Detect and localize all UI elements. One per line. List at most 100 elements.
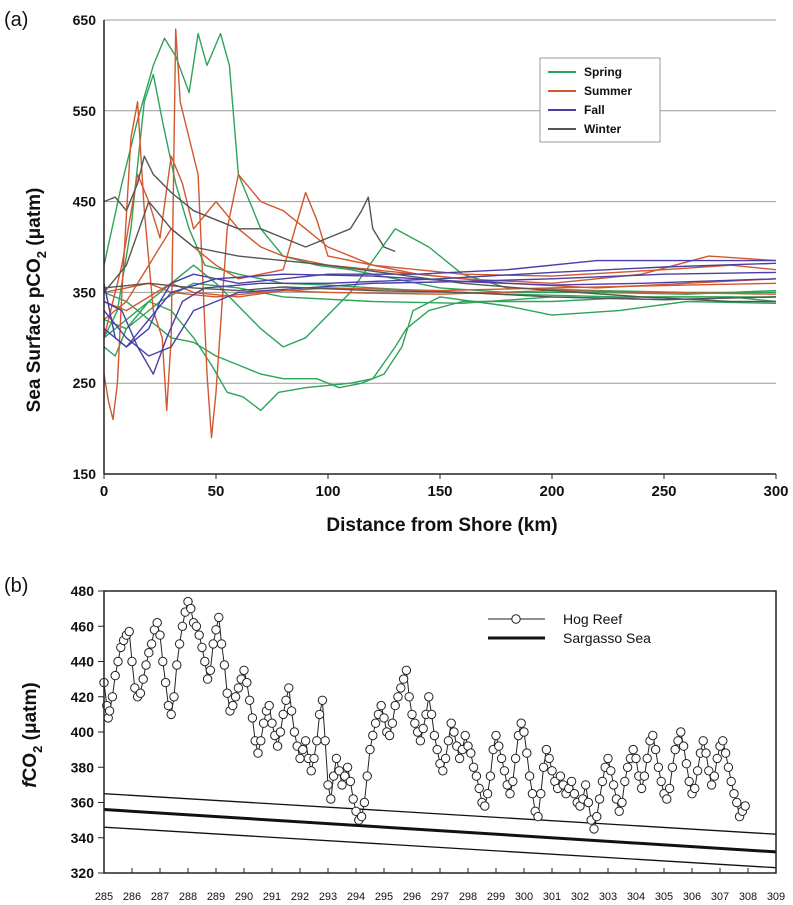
panel-b-y-label-subscript: 2: [30, 746, 45, 753]
b-x-tick-label-11: 296: [403, 891, 421, 903]
hog-reef-point-4: [107, 692, 118, 702]
hog-reef-point-78: [314, 709, 325, 720]
hog-reef-point-16: [141, 660, 151, 670]
panel-a-x-axis-label: Distance from Shore (km): [326, 515, 557, 536]
hog-reef-point-26: [169, 692, 179, 702]
b-x-tick-label-2: 287: [151, 891, 169, 903]
hog-reef-point-101: [379, 713, 389, 723]
panel-a: (a) 0 50 100 150 200 250 300 150 250 350 450 550 650…: [4, 9, 789, 536]
b-x-tick-label-3: 288: [179, 891, 197, 903]
hog-reef-point-224: [723, 762, 734, 772]
hog-reef-point-185: [614, 806, 624, 816]
series-fall-line-2: [103, 271, 777, 357]
hog-reef-point-66: [281, 695, 291, 705]
hog-reef-point-79: [317, 695, 328, 705]
y-tick-label-2: 350: [73, 284, 97, 300]
hog-reef-point-42: [214, 612, 224, 623]
hog-reef-point-164: [555, 771, 566, 781]
panel-a-y-axis-label: Sea Surface pCO2 (μatm): [24, 188, 49, 413]
panel-a-axes: [103, 20, 777, 479]
b-x-tick-label-5: 290: [235, 891, 253, 903]
hog-reef-point-142: [494, 741, 504, 751]
hog-reef-point-227: [732, 797, 742, 808]
hog-reef-point-72: [298, 744, 308, 755]
b-x-tick-label-8: 293: [319, 891, 337, 903]
legend-label-fall: Fall: [584, 103, 605, 117]
series-spring-line-4: [103, 228, 776, 348]
hog-reef-point-179: [597, 776, 608, 787]
hog-reef-point-188: [622, 762, 633, 772]
hog-reef-point-68: [286, 706, 297, 716]
b-x-tick-label-18: 303: [599, 891, 617, 903]
hog-reef-point-91: [351, 806, 361, 816]
hog-reef-point-154: [527, 789, 538, 799]
hog-reef-point-65: [278, 709, 288, 720]
hog-reef-point-11: [127, 656, 137, 667]
hog-reef-point-173: [580, 780, 591, 790]
hog-reef-point-143: [496, 753, 507, 764]
panel-b-y-label-main: CO: [20, 753, 41, 782]
hog-reef-point-96: [365, 744, 375, 755]
hog-reef-point-86: [337, 780, 347, 790]
hog-reef-point-125: [446, 718, 456, 728]
hog-reef-point-34: [191, 621, 202, 631]
hog-reef-point-230: [740, 801, 750, 811]
hog-reef-point-28: [174, 639, 185, 649]
hog-reef-point-56: [253, 748, 263, 758]
hog-reef-point-183: [608, 780, 619, 790]
hog-reef-point-93: [356, 811, 367, 822]
hog-reef-point-198: [650, 744, 661, 755]
hog-reef-point-51: [239, 665, 249, 675]
hog-reef-point-204: [667, 762, 678, 772]
hog-reef-point-114: [415, 736, 426, 746]
b-x-tick-label-10: 295: [375, 891, 393, 903]
hog-reef-point-132: [466, 748, 476, 758]
b-y-tick-label-5: 420: [71, 689, 95, 705]
hog-reef-point-52: [242, 677, 252, 688]
hog-reef-point-85: [334, 766, 344, 776]
hog-reef-point-60: [264, 700, 274, 711]
hog-reef-point-40: [208, 639, 218, 649]
panel-b: (b) 320 340 360 380 400 420 440 460 480 285 286 287…: [4, 575, 785, 903]
hog-reef-point-90: [348, 794, 358, 804]
hog-reef-point-151: [519, 727, 529, 737]
x-tick-label-3: 150: [427, 483, 452, 500]
hog-reef-point-64: [275, 727, 286, 737]
series-summer-line-0: [103, 28, 777, 439]
hog-reef-point-27: [172, 660, 182, 670]
hog-reef-point-206: [673, 736, 683, 746]
hog-reef-point-22: [158, 656, 168, 667]
hog-reef-point-107: [396, 683, 406, 693]
hog-reef-point-169: [569, 789, 580, 799]
b-x-tick-label-17: 302: [571, 891, 589, 903]
hog-reef-point-108: [398, 674, 409, 684]
b-x-tick-label-9: 294: [347, 891, 365, 903]
legend-label-winter: Winter: [584, 122, 622, 136]
hog-reef-point-182: [606, 766, 616, 776]
hog-reef-point-150: [516, 718, 526, 728]
y-tick-label-5: 650: [73, 12, 97, 28]
hog-reef-point-15: [138, 674, 148, 684]
hog-reef-point-226: [729, 789, 739, 799]
hog-reef-point-45: [222, 688, 232, 698]
hog-reef-point-133: [468, 762, 479, 772]
b-x-tick-label-19: 304: [627, 891, 645, 903]
hog-reef-point-200: [656, 776, 666, 787]
hog-reef-point-195: [642, 753, 652, 764]
hog-reef-point-112: [410, 718, 420, 728]
panel-a-legend: Spring Summer Fall Winter: [539, 57, 661, 143]
hog-reef-point-89: [345, 776, 356, 787]
b-x-tick-label-7: 292: [291, 891, 309, 903]
series-fall-line-3: [103, 273, 777, 348]
hog-reef-point-97: [368, 730, 378, 741]
hog-reef-point-54: [247, 713, 258, 723]
hog-reef-point-118: [426, 709, 437, 720]
legend-label-summer: Summer: [584, 84, 632, 98]
hog-reef-point-53: [244, 695, 255, 705]
b-y-tick-label-2: 360: [71, 795, 95, 811]
hog-reef-point-81: [323, 780, 333, 790]
hog-reef-point-61: [267, 718, 277, 728]
x-tick-label-5: 250: [651, 483, 676, 500]
hog-reef-point-83: [328, 771, 339, 781]
hog-reef-point-139: [485, 771, 496, 781]
